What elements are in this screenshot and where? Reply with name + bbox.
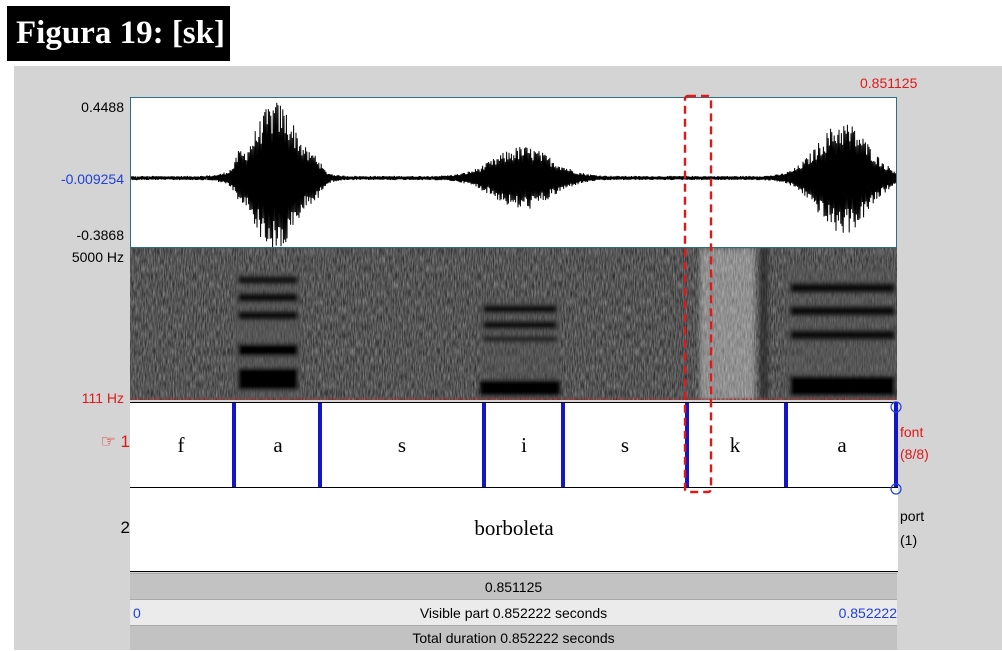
waveform-panel[interactable] [130,97,897,248]
handle-top[interactable] [890,401,902,413]
boundary-2[interactable] [318,403,322,487]
waveform-graphic [131,102,896,247]
spectrogram-graphic [130,248,897,400]
total-duration-label: Total duration 0.852222 seconds [412,630,615,646]
visible-part-bar[interactable]: 0 Visible part 0.852222 seconds 0.852222 [130,599,897,625]
waveform-max-label: 0.4488 [81,99,124,115]
segment-a-2[interactable]: a [837,433,847,457]
waveform-mid-label: -0.009254 [60,171,124,187]
tier2-number[interactable]: 2 [120,518,130,537]
visible-end: 0.852222 [838,605,897,621]
visible-part-label: Visible part 0.852222 seconds [419,605,608,621]
tier1-marker[interactable]: ☞ 1 [100,432,130,451]
total-duration-bar[interactable]: Total duration 0.852222 seconds [130,625,897,650]
tier2-count: (1) [900,532,918,548]
word-tier[interactable]: borboleta [130,488,898,572]
tier2-name: port [900,508,925,524]
boundary-3[interactable] [482,403,486,487]
word-label[interactable]: borboleta [474,516,554,540]
segment-i[interactable]: i [521,433,527,457]
tier1-count: (8/8) [900,446,929,462]
sound-editor-window: 0.851125 0.4488 -0.009254 -0.3868 5000 H… [14,66,1002,650]
spectrogram-bottom-label: 111 Hz [81,390,124,406]
handle-bottom[interactable] [890,483,902,495]
visible-start: 0 [133,605,141,621]
segment-s-2[interactable]: s [620,433,630,457]
selection-bar[interactable]: 0.851125 [130,573,897,599]
selection-time: 0.851125 [484,579,543,595]
boundary-1[interactable] [232,403,236,487]
figure-label: Figura 19: [sk] [7,6,230,61]
boundary-handles[interactable] [888,398,908,498]
spectrogram-top-label: 5000 Hz [71,249,124,265]
spectrogram-panel[interactable] [130,248,897,400]
boundary-end[interactable] [894,403,898,487]
waveform-min-label: -0.3868 [76,227,124,243]
boundary-5[interactable] [685,403,689,487]
segment-f[interactable]: f [177,433,185,457]
boundary-4[interactable] [561,403,565,487]
tier1-name: font [900,424,924,440]
boundary-6[interactable] [784,403,788,487]
segment-k[interactable]: k [729,433,741,457]
cursor-time-label: 0.851125 [860,75,918,91]
segment-s[interactable]: s [397,433,407,457]
segment-tier[interactable]: f a s i s k a [130,402,898,488]
waveform-trace [131,102,896,247]
formant-bands [235,248,897,400]
highlight-box [683,94,713,494]
segment-a[interactable]: a [273,433,283,457]
